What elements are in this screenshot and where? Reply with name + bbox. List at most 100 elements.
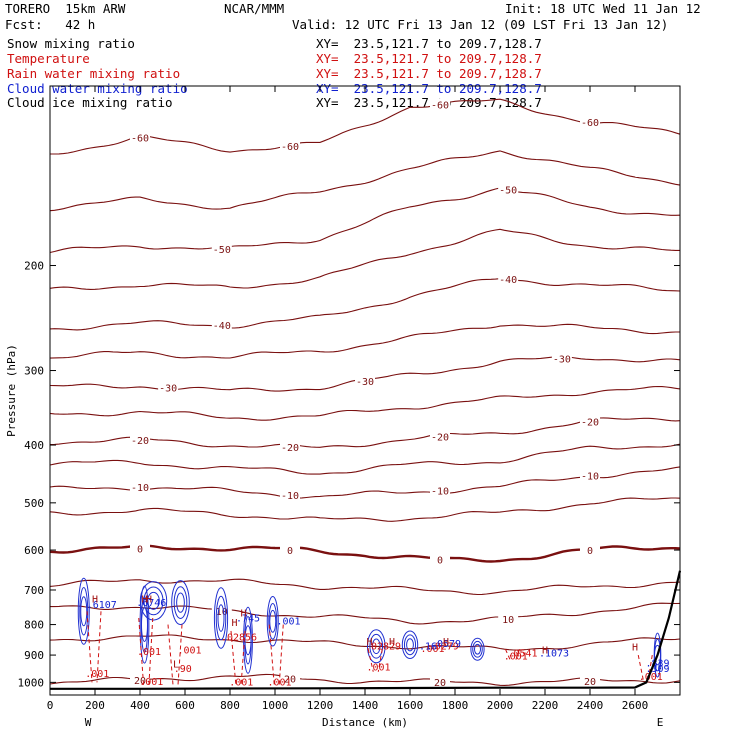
rain-contour-label: .001 <box>137 647 161 658</box>
isotherm-10 <box>50 602 681 625</box>
precipitation-layer: .001 .001 .001 .001 .001 .001 .001 .001 .001 .001… <box>77 577 670 688</box>
isotherm-label-bg <box>280 672 300 684</box>
cloud-water-contour <box>243 606 253 674</box>
rain-contour-label: .001 <box>85 669 109 680</box>
field-xy-rain: XY= 23.5,121.7 to 209.7,128.7 <box>316 66 542 81</box>
high-marker: H <box>146 595 152 606</box>
isotherm-label-bg <box>211 604 232 616</box>
field-name-snow: Snow mixing ratio <box>7 36 135 51</box>
rain-contour-label: .001 <box>639 672 663 683</box>
isotherm--40 <box>49 278 681 331</box>
forecast-hour: Fcst: 42 h <box>5 17 96 32</box>
cloud-water-label: .0579 <box>431 639 461 650</box>
rain-max-label: .0279 <box>429 641 459 652</box>
cloud-water-contour <box>139 585 150 664</box>
cloud-water-label: .6107 <box>87 600 117 611</box>
isotherm-label-bg <box>430 430 450 442</box>
isotherm-label: 0 <box>137 544 143 555</box>
isotherm-label-bg <box>280 441 300 453</box>
axes-layer: 0 200 400 600 800 1000 1200 1400 1600 1800 2000 220… <box>5 85 681 729</box>
isotherm--60 <box>50 98 681 155</box>
terrain-layer <box>50 570 682 690</box>
isotherm-label: -60 <box>131 134 149 145</box>
x-tick-label: 800 <box>220 699 240 712</box>
isotherm-label: 20 <box>134 676 146 687</box>
cloud-water-contour <box>173 586 188 619</box>
isotherm-label-bg <box>130 131 150 143</box>
isotherm-label-bg <box>580 415 600 427</box>
isotherm--5 <box>49 497 681 522</box>
x-tick-label: 2600 <box>622 699 649 712</box>
cloud-water-label: .309 <box>645 664 669 675</box>
isotherm-label: -50 <box>213 245 231 256</box>
isotherm-label-bg <box>580 544 600 556</box>
y-tick-label: 700 <box>24 584 44 597</box>
isotherm-label-bg <box>551 352 572 364</box>
isotherm-label: -20 <box>281 443 299 454</box>
isotherm-label: -20 <box>431 433 449 444</box>
field-name-rain: Rain water mixing ratio <box>7 66 181 81</box>
y-tick-label: 300 <box>24 365 44 378</box>
rain-max-label: .0541 <box>507 649 537 660</box>
x-tick-label: 2000 <box>487 699 514 712</box>
isotherm-label-bg <box>430 553 450 565</box>
isotherm-label-bg <box>430 484 450 496</box>
isotherm-layer: -60 -60 -60 -60 -50 -50 -40 -40 -30 -30 -30 -20 -20 -… <box>49 98 681 689</box>
cloud-water-contour <box>268 602 278 640</box>
y-tick-label: 900 <box>24 649 44 662</box>
x-tick-label: 1600 <box>397 699 424 712</box>
isotherm-label-bg <box>430 676 450 688</box>
high-marker: H <box>443 637 449 648</box>
isotherm-label-bg <box>158 381 179 393</box>
isotherm-label: 0 <box>437 556 443 567</box>
high-marker: H <box>240 608 246 619</box>
y-tick-label: 500 <box>24 497 44 510</box>
isotherm-label: 20 <box>284 674 296 685</box>
cloud-water-contour <box>141 607 148 643</box>
x-tick-label: 600 <box>175 699 195 712</box>
x-tick-label: 1800 <box>442 699 469 712</box>
high-marker: H <box>389 637 395 648</box>
cloud-water-contour <box>470 637 485 661</box>
cloud-water-label: .6746 <box>136 598 166 609</box>
high-marker: H <box>141 595 147 606</box>
isotherm-label: -50 <box>499 185 517 196</box>
y-axis-label: Pressure (hPa) <box>5 344 18 437</box>
isotherm-label-bg <box>211 243 232 255</box>
field-xy-temperature: XY= 23.5,121.7 to 209.7,128.7 <box>316 51 542 66</box>
cloud-water-contour <box>472 640 483 658</box>
isotherm-15 <box>49 634 681 651</box>
x-tick-label: 1400 <box>352 699 379 712</box>
east-label: E <box>657 716 664 729</box>
isotherm--35 <box>49 323 680 359</box>
isotherm-label: 0 <box>287 546 293 557</box>
init-time: Init: 18 UTC Wed 11 Jan 12 <box>505 1 701 16</box>
rain-contour-label: .001 <box>420 644 444 655</box>
cloud-water-contour <box>217 604 225 632</box>
high-marker: H <box>366 637 372 648</box>
isotherm--15 <box>49 443 681 475</box>
cloud-water-label: .745 <box>236 613 260 624</box>
terrain-line <box>50 570 682 690</box>
isotherm-label: 0 <box>587 546 593 557</box>
cloud-water-contour <box>176 592 185 613</box>
cloud-water-contour <box>269 609 277 633</box>
isotherm--45 <box>49 228 680 290</box>
low-marker: L <box>173 660 179 671</box>
isotherm-label-bg <box>498 272 519 284</box>
field-xy-snow: XY= 23.5,121.7 to 209.7,128.7 <box>316 36 542 51</box>
x-tick-label: 400 <box>130 699 150 712</box>
cloud-water-contour <box>406 638 414 652</box>
rain-contour <box>268 624 284 685</box>
x-tick-label: 200 <box>85 699 105 712</box>
isotherm--10 <box>49 466 681 499</box>
cloud-water-label: .16 <box>419 641 437 652</box>
high-marker: H <box>632 643 638 654</box>
rain-contour <box>367 649 383 672</box>
isotherm-label-bg <box>355 375 375 387</box>
cloud-water-label: .839 <box>645 658 669 669</box>
cloud-water-contour <box>80 596 88 627</box>
rain-contour-label: .001 <box>267 677 291 688</box>
y-tick-label: 400 <box>24 439 44 452</box>
